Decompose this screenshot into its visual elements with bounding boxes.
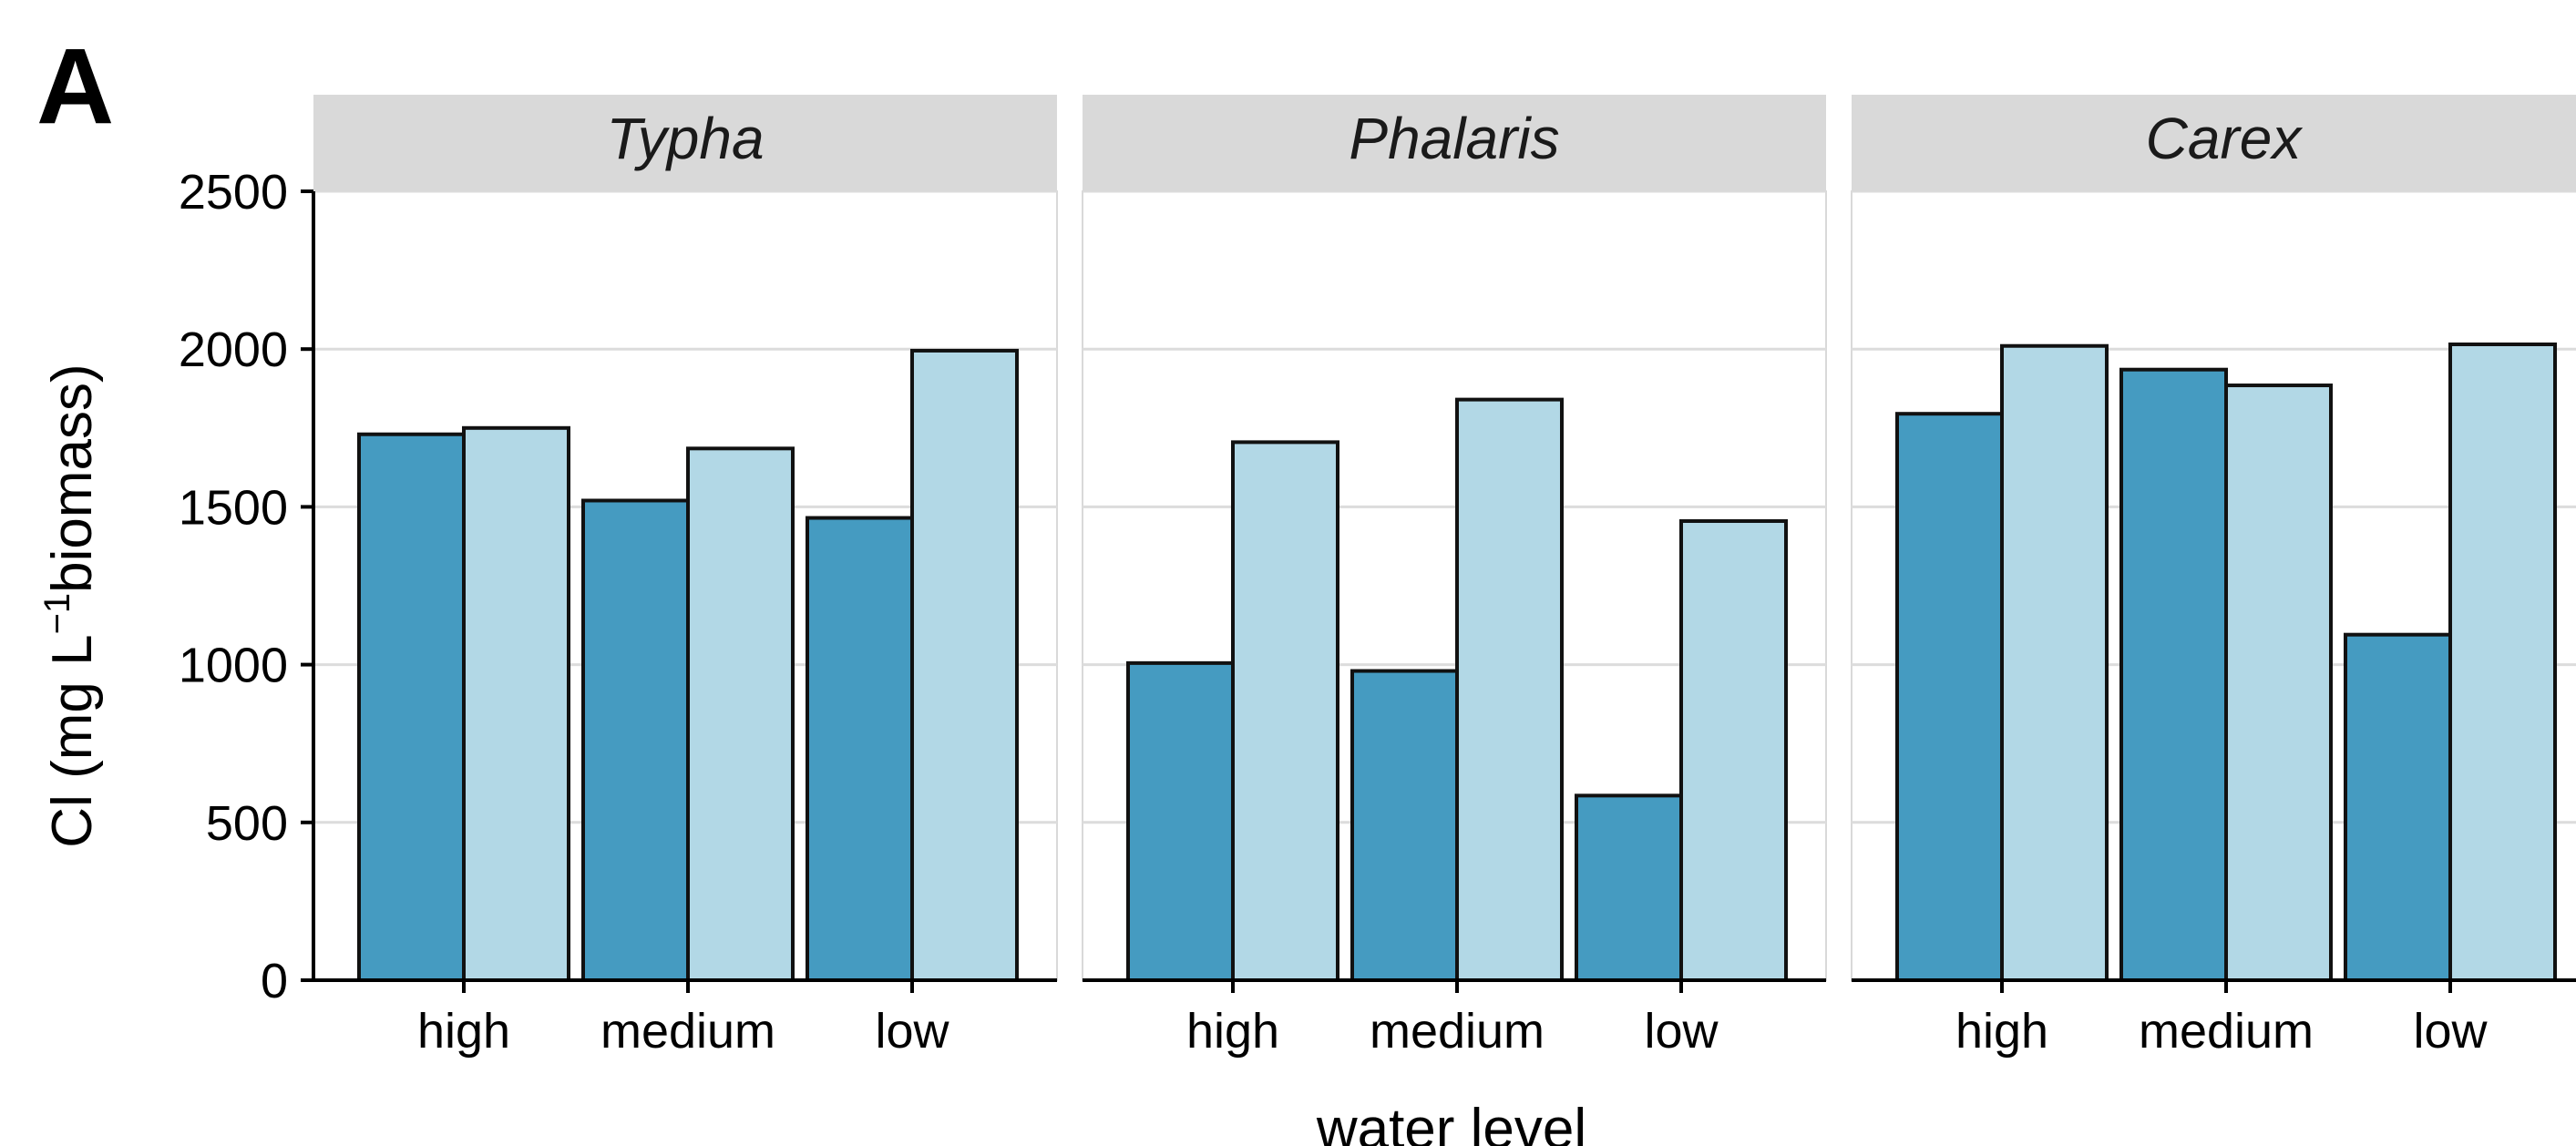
y-tick-label: 2000 bbox=[179, 322, 288, 377]
bar bbox=[1350, 669, 1459, 982]
x-tick-label: low bbox=[875, 1004, 949, 1059]
facet-strip bbox=[313, 95, 1057, 191]
x-tick-label: high bbox=[1955, 1004, 2048, 1059]
bar bbox=[1895, 412, 2004, 983]
bar bbox=[581, 498, 690, 982]
bar bbox=[2448, 343, 2557, 982]
x-tick-label: low bbox=[2413, 1004, 2488, 1059]
facet-panel: Phalaris high medium low bbox=[1082, 95, 1827, 1059]
y-tick-label: 2500 bbox=[179, 165, 288, 220]
bar bbox=[686, 446, 795, 983]
bar bbox=[462, 425, 570, 982]
bar bbox=[1231, 440, 1339, 982]
bar bbox=[2000, 343, 2109, 982]
bar bbox=[1679, 518, 1788, 982]
x-axis-title: water level bbox=[1316, 1098, 1586, 1146]
x-tick-label: medium bbox=[1370, 1004, 1545, 1059]
y-axis: 0 500 1000 1500 2000 2500 bbox=[179, 165, 315, 1008]
x-tick-label: high bbox=[417, 1004, 510, 1059]
bar bbox=[1126, 660, 1235, 982]
bar bbox=[1575, 793, 1683, 983]
facet-strip bbox=[1083, 95, 1826, 191]
bar bbox=[806, 516, 914, 982]
bar bbox=[910, 348, 1019, 982]
x-tick-label: low bbox=[1644, 1004, 1719, 1059]
panel-label: A bbox=[36, 26, 114, 147]
y-tick-label: 1000 bbox=[179, 639, 288, 693]
facet-title: Phalaris bbox=[1349, 106, 1559, 171]
x-tick-label: medium bbox=[2139, 1004, 2314, 1059]
y-axis-title: Cl (mg L−1biomass) bbox=[37, 363, 104, 847]
y-tick-label: 500 bbox=[206, 796, 288, 851]
facet-panel: Typha high medium low bbox=[313, 95, 1058, 1059]
facet-title: Carex bbox=[2146, 106, 2304, 171]
y-tick-label: 0 bbox=[261, 954, 288, 1008]
y-tick-label: 1500 bbox=[179, 480, 288, 535]
facet-strip bbox=[1852, 95, 2576, 191]
bar bbox=[2224, 384, 2333, 982]
facet-title: Typha bbox=[606, 106, 764, 171]
bar bbox=[2344, 632, 2452, 983]
facet-panel: Carex high medium low bbox=[1851, 95, 2576, 1059]
bar bbox=[357, 432, 466, 982]
bar bbox=[2119, 367, 2228, 982]
x-tick-label: medium bbox=[600, 1004, 775, 1059]
x-tick-label: high bbox=[1186, 1004, 1279, 1059]
bar bbox=[1455, 397, 1564, 982]
